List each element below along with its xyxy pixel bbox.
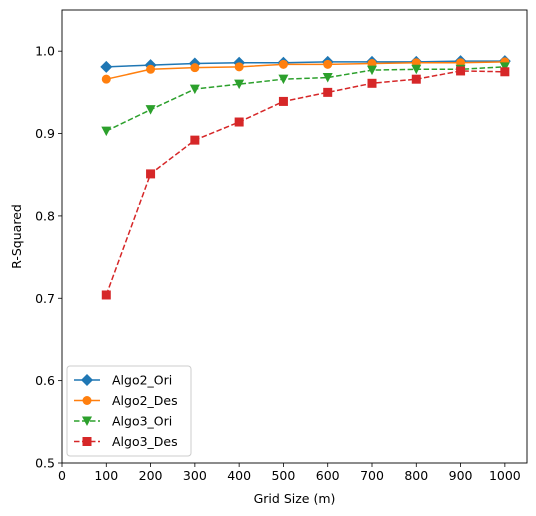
y-tick-label: 0.5 <box>35 456 55 471</box>
data-point-algo3-des <box>367 78 377 88</box>
data-point-algo2-des <box>278 59 288 69</box>
plot-frame <box>61 9 528 464</box>
data-point-algo2-des <box>190 63 200 73</box>
data-point-algo3-des <box>234 117 244 127</box>
series-line-algo3-des <box>105 70 505 296</box>
x-tick-label: 0 <box>58 468 66 483</box>
legend-marker-algo2-des <box>82 396 92 405</box>
y-axis-ticks: 0.5 0.6 0.7 0.8 0.9 1.0 <box>35 44 62 471</box>
data-point-algo3-ori <box>145 105 156 115</box>
data-point-algo3-ori <box>411 64 422 75</box>
x-tick-label: 600 <box>316 468 340 483</box>
series-layer <box>100 55 511 300</box>
data-point-algo2-ori <box>100 60 113 73</box>
x-tick-label: 700 <box>360 468 384 483</box>
data-point-algo3-ori <box>367 65 377 76</box>
data-point-algo3-des <box>411 74 421 84</box>
data-point-algo3-des <box>146 169 156 179</box>
legend-marker-algo2-ori <box>81 374 93 386</box>
x-tick-label: 500 <box>271 468 295 483</box>
legend-marker-algo3-des <box>82 437 92 446</box>
x-tick-label: 1000 <box>489 468 521 483</box>
series-line-algo3-ori <box>105 66 505 132</box>
legend-label-algo2-ori: Algo2_Ori <box>112 373 172 388</box>
data-point-algo3-ori <box>499 62 510 72</box>
data-point-algo3-des <box>190 135 200 145</box>
data-point-algo3-ori <box>101 126 112 137</box>
data-point-algo3-ori <box>189 84 200 95</box>
data-point-algo3-des <box>323 87 333 97</box>
legend-marker-algo3-ori <box>82 416 92 426</box>
data-point-algo2-des <box>101 74 111 84</box>
x-tick-label: 800 <box>404 468 428 483</box>
y-axis-label: R-Squared <box>9 204 24 269</box>
x-tick-label: 100 <box>94 468 118 483</box>
data-point-algo3-des <box>456 66 466 76</box>
data-point-algo2-des <box>234 62 244 72</box>
x-axis-label: Grid Size (m) <box>254 491 336 506</box>
series-line-algo2-des <box>106 61 505 80</box>
y-tick-label: 0.8 <box>35 208 55 223</box>
data-point-algo3-des <box>500 67 510 77</box>
data-point-algo3-des <box>101 290 111 300</box>
data-point-algo3-ori <box>322 73 333 83</box>
data-point-algo3-des <box>278 96 288 106</box>
x-tick-label: 200 <box>139 468 163 483</box>
legend-label-algo2-des: Algo2_Des <box>112 393 178 408</box>
y-tick-label: 1.0 <box>35 44 55 59</box>
y-tick-label: 0.7 <box>35 291 55 306</box>
legend-label-algo3-ori: Algo3_Ori <box>112 414 172 429</box>
data-point-algo3-ori <box>278 74 289 85</box>
legend-box <box>66 365 192 457</box>
x-tick-label: 400 <box>227 468 251 483</box>
x-tick-label: 900 <box>449 468 473 483</box>
y-tick-label: 0.6 <box>35 373 55 388</box>
legend-label-algo3-des: Algo3_Des <box>112 434 178 449</box>
y-tick-label: 0.9 <box>35 126 55 141</box>
data-point-algo2-des <box>323 59 333 69</box>
x-axis-ticks: 0 100 200 300 400 500 600 700 800 900 1000 <box>58 463 521 483</box>
x-tick-label: 300 <box>183 468 207 483</box>
legend: Algo2_Ori Algo2_Des Algo3_Ori Algo3_Des <box>66 365 192 457</box>
data-point-algo2-des <box>146 64 156 74</box>
series-line-algo2-ori <box>106 60 505 68</box>
data-point-algo3-ori <box>234 79 245 90</box>
